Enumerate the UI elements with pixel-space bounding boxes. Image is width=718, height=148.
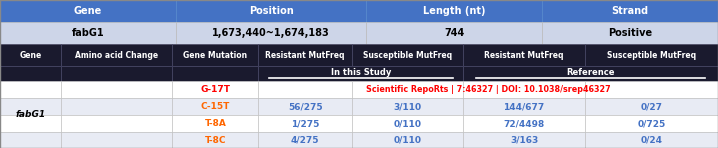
Bar	[352, 132, 463, 148]
Text: Positive: Positive	[608, 28, 652, 38]
Bar	[585, 132, 718, 148]
Text: 0/110: 0/110	[393, 136, 421, 144]
Bar	[463, 132, 585, 148]
Bar	[585, 115, 718, 132]
Text: 3/163: 3/163	[510, 136, 538, 144]
Text: 3/110: 3/110	[393, 102, 421, 111]
Bar	[463, 66, 718, 81]
Text: Gene: Gene	[19, 50, 42, 59]
Text: Gene: Gene	[74, 6, 102, 16]
Bar	[61, 98, 172, 115]
Bar	[352, 81, 463, 98]
Bar	[352, 115, 463, 132]
Bar	[258, 132, 352, 148]
Bar	[258, 44, 352, 66]
Bar	[172, 132, 258, 148]
Bar	[585, 81, 718, 98]
Text: fabG1: fabG1	[16, 110, 45, 119]
Text: 72/4498: 72/4498	[503, 119, 545, 128]
Bar	[0, 115, 61, 132]
Bar	[463, 115, 585, 132]
Text: Gene Mutation: Gene Mutation	[183, 50, 248, 59]
Text: 4/275: 4/275	[291, 136, 320, 144]
Bar	[172, 98, 258, 115]
Bar	[172, 115, 258, 132]
Bar	[176, 0, 366, 22]
Text: fabG1: fabG1	[72, 28, 104, 38]
Text: C-15T: C-15T	[201, 102, 230, 111]
Text: 0/110: 0/110	[393, 119, 421, 128]
Bar	[258, 66, 463, 81]
Text: Amino acid Change: Amino acid Change	[75, 50, 158, 59]
Bar	[463, 98, 585, 115]
Text: Resistant MutFreq: Resistant MutFreq	[485, 50, 564, 59]
Bar	[0, 66, 61, 81]
Text: Susceptible MutFreq: Susceptible MutFreq	[363, 50, 452, 59]
Text: Scientific RepoRts | 7:46327 | DOI: 10.1038/srep46327: Scientific RepoRts | 7:46327 | DOI: 10.1…	[366, 85, 610, 94]
Bar	[258, 98, 352, 115]
Text: 0/725: 0/725	[638, 119, 666, 128]
Bar	[61, 115, 172, 132]
Text: 56/275: 56/275	[288, 102, 322, 111]
Bar	[176, 22, 366, 44]
Bar	[366, 0, 542, 22]
Bar	[0, 132, 61, 148]
Text: 1/275: 1/275	[291, 119, 320, 128]
Bar	[352, 44, 463, 66]
Text: G-17T: G-17T	[200, 85, 230, 94]
Bar	[542, 22, 718, 44]
Bar	[0, 81, 61, 98]
Bar	[352, 98, 463, 115]
Text: T-8C: T-8C	[205, 136, 226, 144]
Bar	[61, 44, 172, 66]
Bar	[61, 66, 172, 81]
Text: 744: 744	[444, 28, 465, 38]
Bar	[0, 98, 61, 115]
Text: 1,673,440~1,674,183: 1,673,440~1,674,183	[213, 28, 330, 38]
Bar	[172, 44, 258, 66]
Bar	[61, 132, 172, 148]
Bar	[542, 0, 718, 22]
Text: Reference: Reference	[567, 68, 615, 77]
Bar	[463, 81, 585, 98]
Bar	[172, 66, 258, 81]
Text: 0/24: 0/24	[640, 136, 663, 144]
Bar	[61, 81, 172, 98]
Bar	[258, 81, 352, 98]
Bar	[172, 81, 258, 98]
Bar	[585, 98, 718, 115]
Text: 0/27: 0/27	[640, 102, 663, 111]
Text: Susceptible MutFreq: Susceptible MutFreq	[607, 50, 696, 59]
Bar	[258, 115, 352, 132]
Bar	[585, 44, 718, 66]
Bar	[0, 22, 176, 44]
Bar	[366, 22, 542, 44]
Text: T-8A: T-8A	[205, 119, 226, 128]
Text: Strand: Strand	[612, 6, 648, 16]
Text: Resistant MutFreq: Resistant MutFreq	[266, 50, 345, 59]
Bar	[0, 0, 176, 22]
Text: In this Study: In this Study	[330, 68, 391, 77]
Text: 144/677: 144/677	[503, 102, 545, 111]
Bar	[463, 44, 585, 66]
Text: Length (nt): Length (nt)	[423, 6, 485, 16]
Text: Position: Position	[248, 6, 294, 16]
Bar	[0, 44, 61, 66]
